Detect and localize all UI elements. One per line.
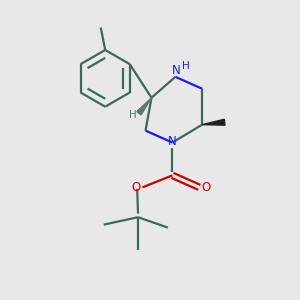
Text: O: O: [201, 181, 211, 194]
Text: O: O: [131, 181, 141, 194]
Text: H: H: [182, 61, 190, 71]
Text: H: H: [128, 110, 136, 120]
Polygon shape: [137, 98, 152, 115]
Text: N: N: [172, 64, 180, 77]
Polygon shape: [202, 119, 225, 125]
Text: N: N: [168, 135, 177, 148]
